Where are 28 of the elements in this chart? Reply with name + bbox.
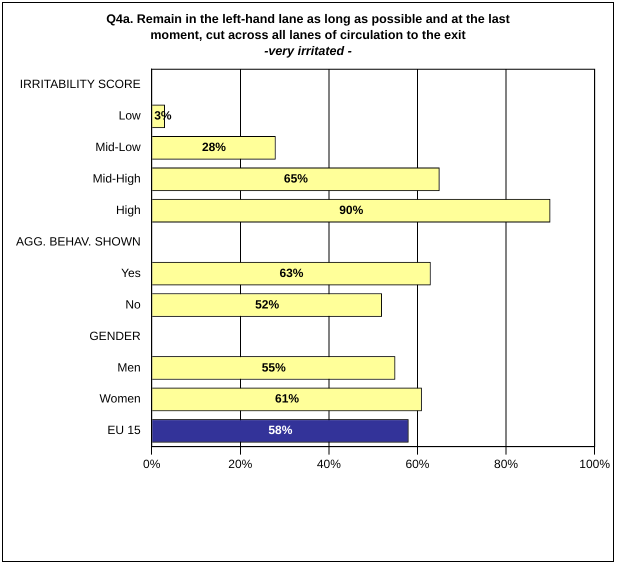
y-tick-label: Mid-High	[92, 172, 141, 186]
data-label: 28%	[202, 140, 226, 154]
x-tick-label: 40%	[316, 457, 342, 472]
x-tick-label: 80%	[494, 457, 518, 472]
x-tick-label: 20%	[228, 457, 253, 472]
y-tick-label: High	[116, 203, 141, 218]
data-label: 58%	[268, 423, 293, 438]
y-tick-label: Yes	[121, 266, 141, 280]
chart-title: Q4a. Remain in the left-hand lane as long as possible and at the last moment, cut across all lanes of circulation to the exit	[105, 11, 511, 43]
y-tick-label: Women	[100, 392, 141, 406]
data-label: 61%	[275, 392, 300, 406]
data-label: 65%	[284, 172, 308, 186]
y-tick-label: Low	[118, 108, 142, 123]
data-label: 52%	[255, 297, 280, 312]
y-tick-label: No	[125, 297, 142, 312]
y-tick-label: AGG. BEHAV. SHOWN	[16, 234, 141, 248]
x-tick-label: 0%	[143, 457, 161, 472]
data-label: 63%	[279, 266, 304, 280]
data-label: 55%	[262, 360, 286, 374]
x-tick-label: 60%	[405, 457, 430, 472]
y-tick-label: EU 15	[107, 423, 142, 438]
y-tick-label: GENDER	[89, 328, 142, 343]
y-tick-label: Mid-Low	[95, 140, 142, 154]
y-tick-label: Men	[117, 360, 141, 374]
data-label: 90%	[339, 203, 364, 218]
y-tick-label: IRRITABILITY SCORE	[20, 77, 141, 92]
x-tick-label: 100%	[579, 457, 610, 472]
chart-subtitle: -very irritated -	[263, 43, 353, 59]
